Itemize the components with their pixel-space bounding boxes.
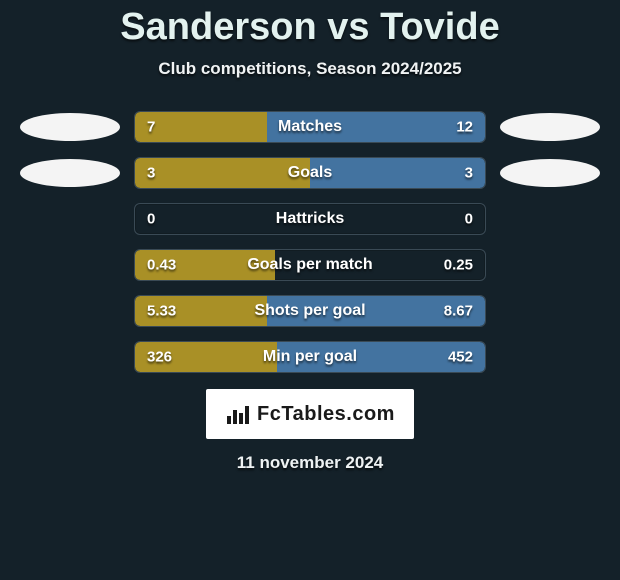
page-subtitle: Club competitions, Season 2024/2025 xyxy=(0,59,620,79)
stat-value-right: 0.25 xyxy=(444,257,473,274)
stat-bar: 3 3 Goals xyxy=(134,157,486,189)
stat-row: 326 452 Min per goal xyxy=(20,341,600,373)
stat-bar: 5.33 8.67 Shots per goal xyxy=(134,295,486,327)
stat-row: 3 3 Goals xyxy=(20,157,600,189)
bars-icon xyxy=(225,402,251,426)
stat-value-left: 326 xyxy=(147,349,172,366)
stat-value-right: 452 xyxy=(448,349,473,366)
stat-rows: 7 12 Matches 3 3 Goals 0 0 Hattricks 0.43 0.25 Goal… xyxy=(0,111,620,373)
stat-row: 7 12 Matches xyxy=(20,111,600,143)
stat-bar: 326 452 Min per goal xyxy=(134,341,486,373)
stat-label: Min per goal xyxy=(263,348,357,366)
team-badge-left xyxy=(20,159,120,187)
stat-label: Goals xyxy=(288,164,332,182)
stat-value-right: 8.67 xyxy=(444,303,473,320)
stat-fill-right xyxy=(310,158,485,188)
stat-value-left: 7 xyxy=(147,119,155,136)
stat-bar: 7 12 Matches xyxy=(134,111,486,143)
team-badge-left xyxy=(20,113,120,141)
stat-bar: 0.43 0.25 Goals per match xyxy=(134,249,486,281)
stat-value-right: 0 xyxy=(465,211,473,228)
stat-label: Shots per goal xyxy=(254,302,365,320)
page-title: Sanderson vs Tovide xyxy=(0,6,620,49)
stat-label: Matches xyxy=(278,118,342,136)
brand-card: FcTables.com xyxy=(206,389,414,439)
team-badge-right xyxy=(500,159,600,187)
stat-label: Goals per match xyxy=(247,256,372,274)
stat-value-left: 0 xyxy=(147,211,155,228)
stat-label: Hattricks xyxy=(276,210,344,228)
stat-row: 5.33 8.67 Shots per goal xyxy=(20,295,600,327)
stat-fill-left xyxy=(135,158,310,188)
stat-value-right: 12 xyxy=(456,119,473,136)
stat-value-left: 0.43 xyxy=(147,257,176,274)
stat-bar: 0 0 Hattricks xyxy=(134,203,486,235)
stat-row: 0.43 0.25 Goals per match xyxy=(20,249,600,281)
stat-value-left: 5.33 xyxy=(147,303,176,320)
brand-text: FcTables.com xyxy=(257,403,395,426)
date-text: 11 november 2024 xyxy=(0,453,620,473)
team-badge-right xyxy=(500,113,600,141)
stat-row: 0 0 Hattricks xyxy=(20,203,600,235)
stat-value-left: 3 xyxy=(147,165,155,182)
infographic-root: Sanderson vs Tovide Club competitions, S… xyxy=(0,0,620,580)
stat-value-right: 3 xyxy=(465,165,473,182)
